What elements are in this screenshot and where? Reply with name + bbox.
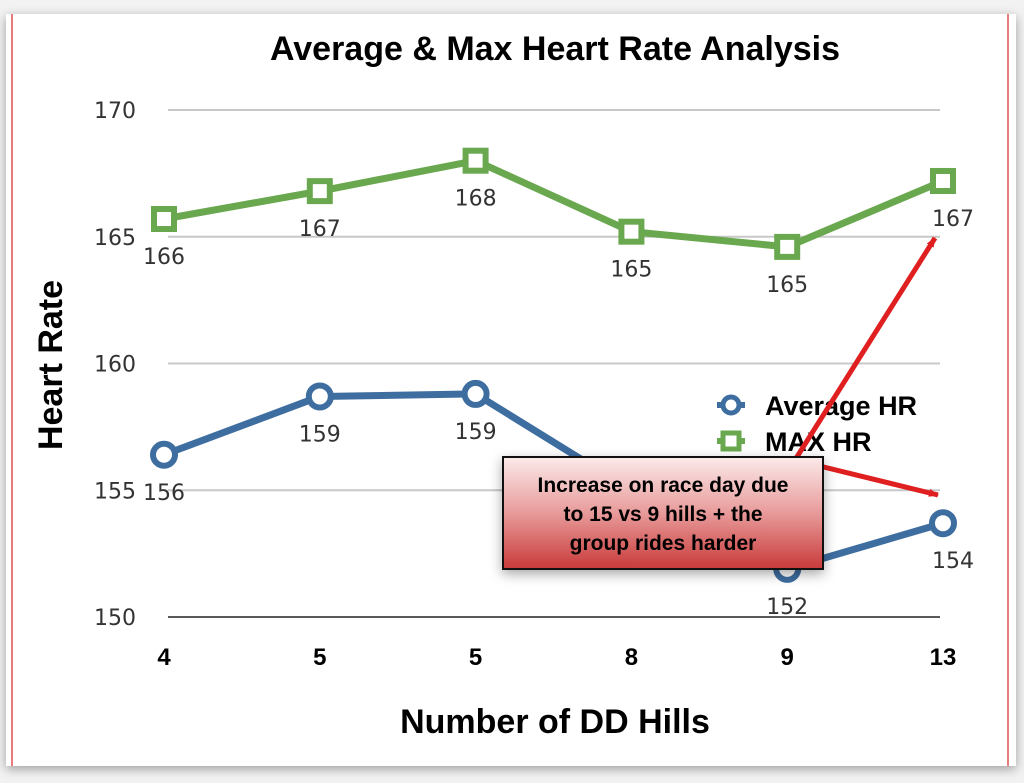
y-axis-label: Heart Rate bbox=[32, 280, 70, 450]
data-label: 167 bbox=[299, 217, 341, 242]
legend-marker bbox=[720, 430, 742, 452]
series-line-max-hr bbox=[163, 157, 945, 251]
y-tick-label: 160 bbox=[94, 353, 136, 378]
data-point bbox=[774, 233, 801, 260]
data-point bbox=[462, 147, 489, 174]
annotation-text: Increase on race day due bbox=[538, 474, 789, 497]
x-tick-label: 8 bbox=[625, 644, 638, 671]
data-point bbox=[461, 379, 490, 408]
data-point bbox=[151, 206, 177, 233]
data-label: 165 bbox=[610, 258, 652, 283]
data-label: 159 bbox=[455, 420, 497, 445]
data-label: 167 bbox=[932, 207, 974, 232]
data-point bbox=[305, 382, 334, 411]
legend-label: Average HR bbox=[765, 391, 917, 421]
x-tick-label: 4 bbox=[157, 644, 171, 671]
y-tick-label: 155 bbox=[94, 479, 136, 504]
legend-item: MAX HR bbox=[717, 427, 872, 457]
x-tick-label: 9 bbox=[781, 644, 794, 671]
data-point bbox=[306, 178, 333, 205]
legend-item: Average HR bbox=[717, 391, 917, 421]
annotation-arrow bbox=[792, 236, 938, 462]
data-label: 165 bbox=[766, 273, 808, 298]
data-label: 156 bbox=[143, 481, 185, 506]
data-label: 166 bbox=[143, 245, 185, 270]
chart-card bbox=[6, 14, 1016, 766]
data-point bbox=[930, 167, 956, 194]
annotation-text: group rides harder bbox=[570, 532, 757, 555]
data-label: 152 bbox=[766, 595, 808, 620]
legend-marker bbox=[720, 394, 742, 416]
data-point bbox=[929, 509, 957, 538]
chart-title: Average & Max Heart Rate Analysis bbox=[270, 30, 840, 68]
x-tick-label: 5 bbox=[469, 644, 482, 671]
legend-label: MAX HR bbox=[765, 427, 872, 457]
data-label: 159 bbox=[299, 422, 341, 447]
data-label: 168 bbox=[455, 187, 497, 212]
data-point bbox=[150, 440, 178, 469]
x-tick-label: 13 bbox=[930, 644, 957, 671]
y-tick-label: 170 bbox=[94, 99, 136, 124]
y-tick-label: 150 bbox=[94, 606, 136, 631]
data-label: 154 bbox=[932, 549, 974, 574]
data-point bbox=[618, 218, 645, 245]
annotation-text: to 15 vs 9 hills + the bbox=[564, 503, 763, 526]
annotation-box bbox=[502, 456, 824, 570]
x-axis-label: Number of DD Hills bbox=[400, 703, 710, 741]
y-tick-label: 165 bbox=[94, 226, 136, 251]
x-tick-label: 5 bbox=[313, 644, 326, 671]
